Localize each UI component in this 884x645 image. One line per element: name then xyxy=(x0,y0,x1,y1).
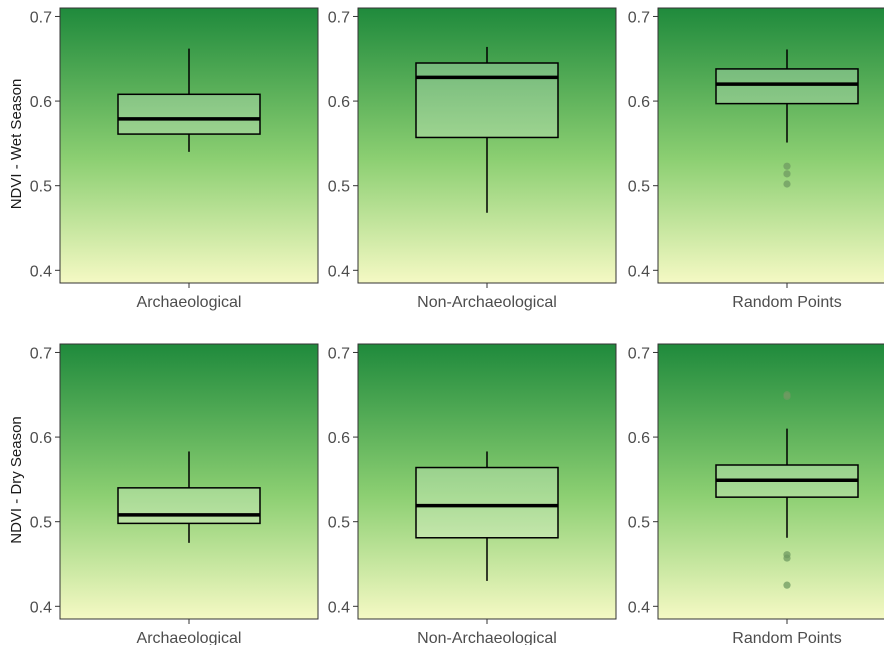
panel-2: 0.4 0.5 0.6 0.7 Random Points xyxy=(628,8,884,311)
y-tick-label: 0.7 xyxy=(328,9,350,26)
iqr-box xyxy=(416,63,558,137)
y-tick-label: 0.6 xyxy=(628,94,650,111)
outlier-point xyxy=(783,170,790,177)
y-tick-label: 0.5 xyxy=(328,179,350,196)
iqr-box xyxy=(118,94,260,134)
outlier-point xyxy=(783,582,790,589)
y-tick-label: 0.5 xyxy=(628,179,650,196)
y-tick-label: 0.4 xyxy=(628,263,650,280)
y-tick-label: 0.7 xyxy=(30,345,52,362)
category-label: Non-Archaeological xyxy=(417,294,557,311)
outlier-point xyxy=(783,393,790,400)
iqr-box xyxy=(416,468,558,538)
y-tick-label: 0.5 xyxy=(328,515,350,532)
category-label: Non-Archaeological xyxy=(417,630,557,645)
iqr-box xyxy=(716,69,858,104)
iqr-box xyxy=(118,488,260,524)
y-tick-label: 0.6 xyxy=(328,430,350,447)
panel-5: 0.4 0.5 0.6 0.7 Random Points xyxy=(628,344,884,645)
y-tick-label: 0.7 xyxy=(328,345,350,362)
category-label: Random Points xyxy=(732,294,841,311)
category-label: Random Points xyxy=(732,630,841,645)
panel-4: 0.4 0.5 0.6 0.7 Non-Archaeological xyxy=(328,344,616,645)
y-tick-label: 0.7 xyxy=(628,345,650,362)
y-tick-label: 0.4 xyxy=(30,599,52,616)
y-tick-label: 0.7 xyxy=(30,9,52,26)
y-tick-label: 0.6 xyxy=(30,94,52,111)
y-tick-label: 0.5 xyxy=(30,179,52,196)
row-title-wet: NDVI - Wet Season xyxy=(8,79,25,210)
y-tick-label: 0.6 xyxy=(628,430,650,447)
y-tick-label: 0.6 xyxy=(328,94,350,111)
category-label: Archaeological xyxy=(137,294,242,311)
panel-0: 0.4 0.5 0.6 0.7 Archaeological xyxy=(30,8,318,311)
outlier-point xyxy=(783,554,790,561)
y-tick-label: 0.5 xyxy=(628,515,650,532)
panel-1: 0.4 0.5 0.6 0.7 Non-Archaeological xyxy=(328,8,616,311)
panel-3: 0.4 0.5 0.6 0.7 Archaeological xyxy=(30,344,318,645)
panel-background xyxy=(658,8,884,283)
category-label: Archaeological xyxy=(137,630,242,645)
row-title-dry: NDVI - Dry Season xyxy=(8,416,25,544)
y-tick-label: 0.5 xyxy=(30,515,52,532)
y-tick-label: 0.4 xyxy=(628,599,650,616)
y-tick-label: 0.7 xyxy=(628,9,650,26)
y-tick-label: 0.6 xyxy=(30,430,52,447)
outlier-point xyxy=(783,163,790,170)
y-tick-label: 0.4 xyxy=(328,263,350,280)
y-tick-label: 0.4 xyxy=(328,599,350,616)
outlier-point xyxy=(783,180,790,187)
y-tick-label: 0.4 xyxy=(30,263,52,280)
